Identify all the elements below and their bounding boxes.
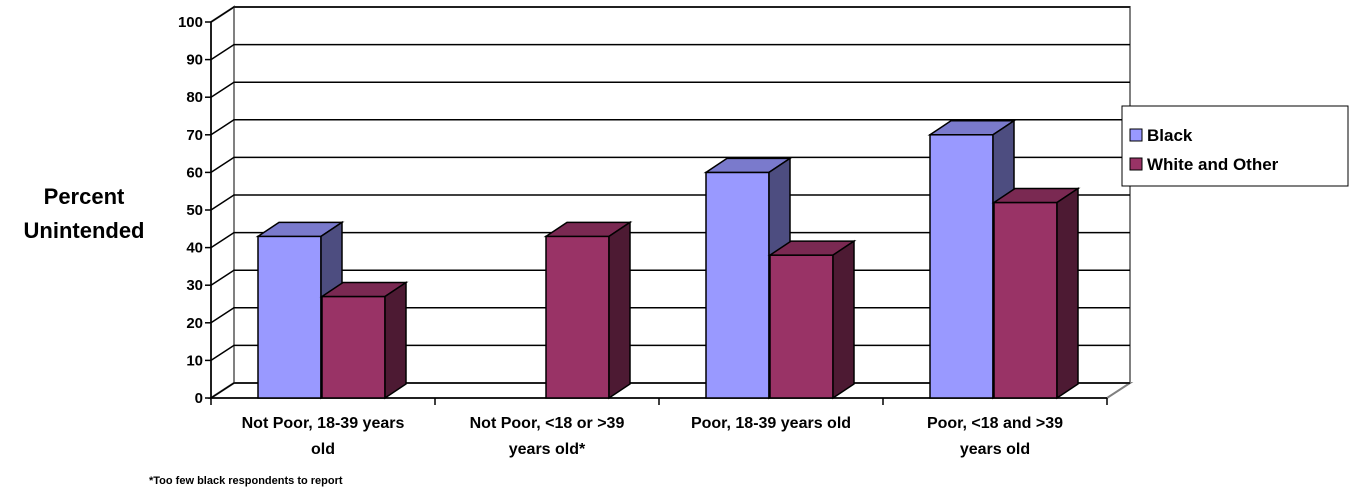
- gridline: [210, 43, 1130, 61]
- y-tick-label: 30: [186, 277, 203, 294]
- x-category-label-line: Poor, 18-39 years old: [691, 415, 851, 432]
- x-category-label-line: Poor, <18 and >39: [927, 415, 1063, 432]
- x-category-label: Poor, <18 and >39 years old: [927, 415, 1063, 458]
- gridline: [210, 6, 1130, 23]
- x-category-label-line: years old: [960, 441, 1030, 458]
- x-category-label-line: Not Poor, <18 or >39: [470, 415, 625, 432]
- bar-front: [769, 254, 834, 399]
- bar-front: [257, 235, 322, 399]
- y-tick-label: 0: [195, 390, 203, 407]
- bar-side: [832, 239, 855, 400]
- x-category-label-line: old: [311, 441, 335, 458]
- y-tick-label: 80: [186, 89, 203, 106]
- y-tick-label: 50: [186, 202, 203, 219]
- x-category-label: Not Poor, 18-39 years old: [242, 415, 405, 458]
- legend-label-black: Black: [1147, 126, 1193, 145]
- legend-label-white-and-other: White and Other: [1147, 155, 1279, 174]
- x-category-label: Not Poor, <18 or >39 years old*: [470, 415, 625, 458]
- bar-side: [608, 220, 631, 400]
- footnote: *Too few black respondents to report: [149, 475, 343, 487]
- bar-side: [384, 281, 407, 400]
- y-tick-label: 20: [186, 315, 203, 332]
- y-axis-ticks: 0 10 20 30 40 50 60 70 80 90 100: [178, 14, 211, 407]
- y-axis-label-line-2: Unintended: [24, 218, 145, 243]
- legend-swatch-white-and-other: [1129, 157, 1143, 171]
- bar-front: [321, 295, 386, 399]
- gridline: [210, 81, 1130, 98]
- y-tick-label: 40: [186, 240, 203, 257]
- gridline: [210, 194, 1130, 211]
- bar: [767, 239, 857, 400]
- x-category-label: Poor, 18-39 years old: [691, 415, 851, 432]
- x-category-label-line: Not Poor, 18-39 years: [242, 415, 405, 432]
- gridlines: [210, 6, 1130, 399]
- bar: [991, 187, 1081, 400]
- bar-front: [705, 171, 770, 399]
- y-tick-label: 90: [186, 52, 203, 69]
- legend-swatch-black: [1129, 128, 1143, 142]
- y-tick-label: 100: [178, 14, 203, 31]
- gridline: [210, 119, 1130, 136]
- bar: [543, 220, 633, 400]
- x-category-label-line: years old*: [509, 441, 586, 458]
- gridline: [210, 156, 1130, 174]
- bar: [319, 281, 409, 400]
- legend: Black White and Other: [1121, 105, 1349, 187]
- bar-front: [545, 235, 610, 399]
- bar-front: [993, 201, 1058, 399]
- x-axis-categories: Not Poor, 18-39 years old Not Poor, <18 or…: [242, 415, 1064, 458]
- bar-side: [1056, 187, 1079, 400]
- y-tick-label: 60: [186, 164, 203, 181]
- bars: [255, 119, 1081, 400]
- y-tick-label: 70: [186, 127, 203, 144]
- y-axis-label-line-1: Percent: [44, 184, 125, 209]
- bar-front: [929, 134, 994, 399]
- gridline: [210, 231, 1130, 249]
- y-tick-label: 10: [186, 352, 203, 369]
